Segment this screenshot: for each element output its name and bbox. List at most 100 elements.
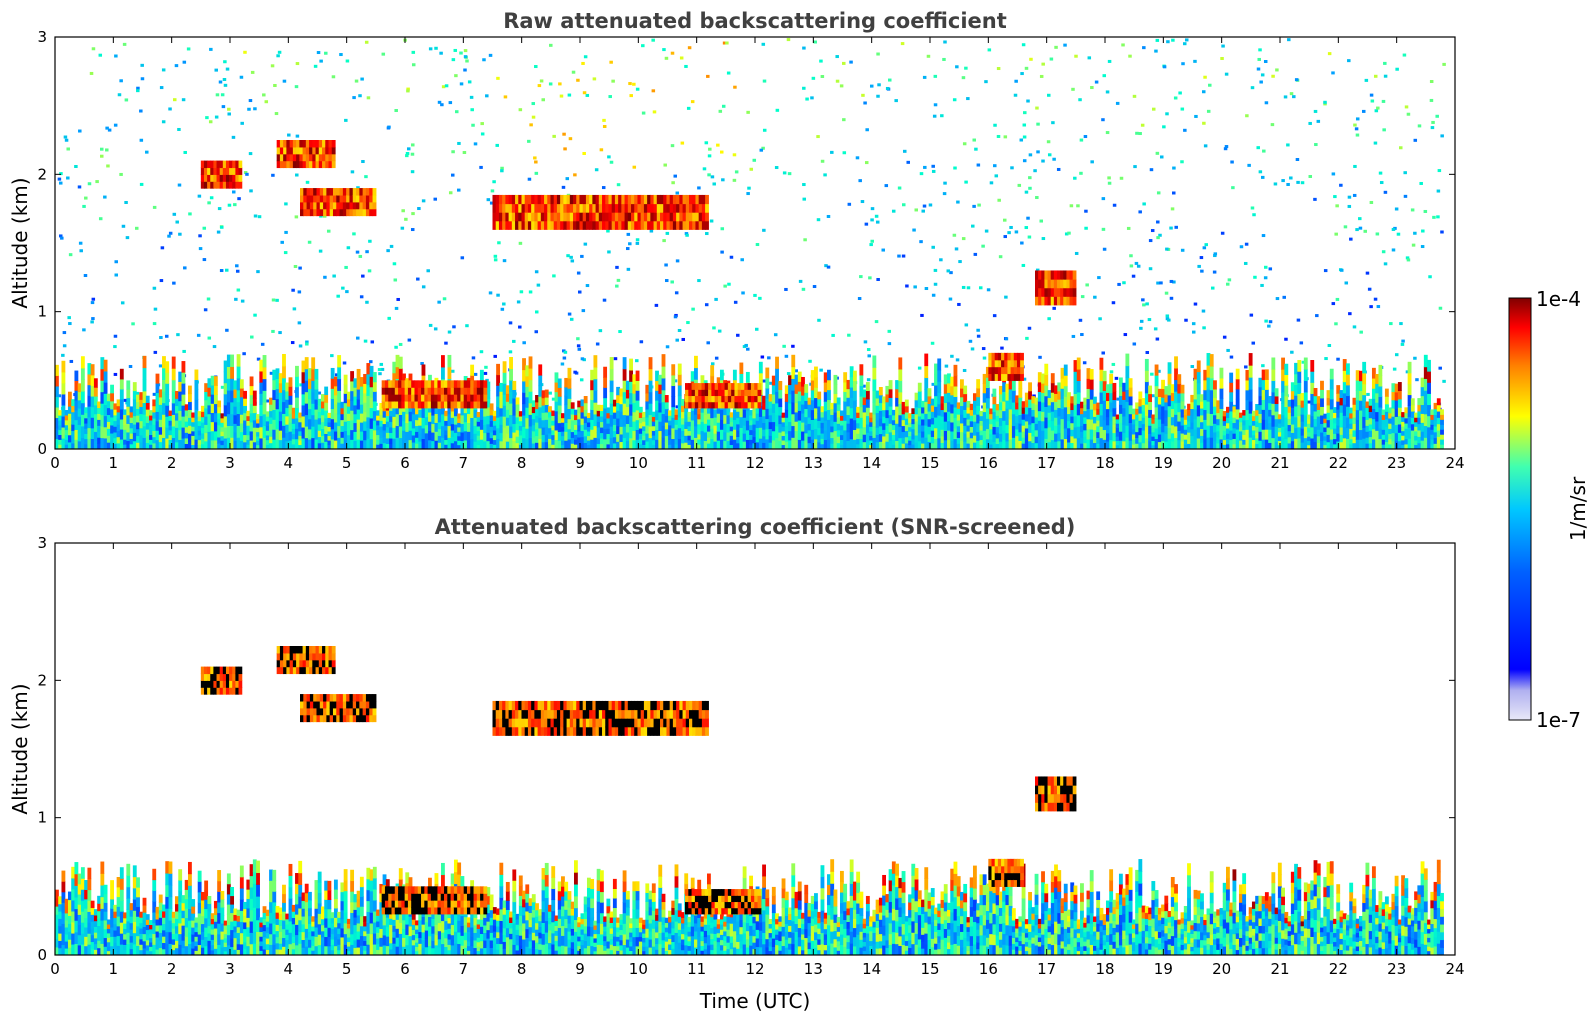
heat-cell-boundary-layer-aerosol — [74, 419, 79, 430]
heat-cell-boundary-layer-aerosol — [320, 400, 325, 409]
heat-cell-boundary-layer-aerosol — [278, 373, 283, 384]
heat-cell-boundary-layer-aerosol — [457, 413, 462, 419]
heat-cell-boundary-layer-aerosol — [700, 421, 705, 432]
heat-cell-boundary-layer-aerosol — [1229, 372, 1234, 383]
heat-cell-boundary-layer-aerosol — [1080, 431, 1084, 438]
heat-cell-boundary-layer-aerosol — [998, 441, 1003, 449]
heat-cell-noise — [217, 207, 222, 211]
heat-cell-noise — [1154, 49, 1158, 53]
heat-cell-boundary-layer-aerosol — [67, 441, 72, 449]
heat-cell-noise — [416, 277, 420, 281]
heat-cell-boundary-layer-aerosol — [1358, 429, 1363, 440]
heat-cell-noise — [248, 152, 253, 156]
heat-cell-boundary-layer-aerosol — [1209, 354, 1214, 367]
heat-cell-boundary-layer-aerosol — [518, 420, 523, 426]
heat-cell-boundary-layer-aerosol — [343, 421, 348, 432]
heat-cell-boundary-layer-aerosol — [304, 380, 309, 393]
heat-cell-boundary-layer-aerosol — [1362, 427, 1367, 439]
heat-cell-boundary-layer-aerosol — [441, 425, 445, 438]
heat-cell-cloud — [219, 174, 224, 182]
heat-cell-boundary-layer-aerosol — [136, 421, 140, 430]
heat-cell-boundary-layer-aerosol — [765, 377, 770, 389]
heat-cell-noise — [1359, 330, 1363, 334]
heat-cell-boundary-layer-aerosol — [55, 396, 59, 408]
heat-cell-boundary-layer-aerosol — [71, 405, 76, 413]
heat-cell-noise — [386, 249, 390, 253]
heat-cell-boundary-layer-aerosol — [694, 355, 698, 369]
heat-cell-boundary-layer-aerosol — [1362, 383, 1367, 396]
heat-cell-noise — [1431, 120, 1435, 124]
heat-cell-boundary-layer-aerosol — [317, 436, 322, 444]
heat-cell-boundary-layer-aerosol — [230, 378, 235, 391]
heat-cell-boundary-layer-aerosol — [1089, 389, 1094, 400]
heat-cell-boundary-layer-aerosol — [726, 440, 731, 449]
heat-cell-boundary-layer-aerosol — [1154, 364, 1159, 376]
heat-cell-boundary-layer-aerosol — [100, 414, 105, 427]
heat-cell-boundary-layer-aerosol — [567, 428, 572, 440]
heat-cell-boundary-layer-aerosol — [1118, 377, 1123, 388]
heat-cell-boundary-layer-aerosol — [1148, 425, 1152, 434]
heat-cell-boundary-layer-aerosol — [55, 375, 59, 387]
heat-cell-boundary-layer-aerosol — [934, 416, 938, 429]
heat-cell-boundary-layer-aerosol — [995, 443, 1000, 449]
heat-cell-boundary-layer-aerosol — [1109, 383, 1114, 394]
heat-cell-boundary-layer-aerosol — [1060, 408, 1065, 420]
heat-cell-noise — [214, 115, 219, 119]
heat-cell-boundary-layer-aerosol — [1200, 442, 1204, 449]
heat-cell-noise — [1063, 43, 1067, 47]
heat-cell-boundary-layer-aerosol — [797, 400, 802, 411]
heat-cell-boundary-layer-aerosol — [61, 404, 66, 417]
heat-cell-boundary-layer-aerosol — [642, 439, 646, 445]
heat-cell-boundary-layer-aerosol — [1122, 424, 1127, 434]
heat-cell-boundary-layer-aerosol — [590, 399, 595, 411]
heat-cell-boundary-layer-aerosol — [1118, 395, 1123, 405]
heat-cell-boundary-layer-aerosol — [236, 437, 241, 449]
heat-cell-noise — [488, 291, 493, 295]
heat-cell-boundary-layer-aerosol — [1248, 425, 1253, 438]
heat-cell-boundary-layer-aerosol — [259, 359, 264, 372]
heat-cell-boundary-layer-aerosol — [956, 443, 961, 449]
heat-cell-boundary-layer-aerosol — [58, 439, 63, 445]
heat-cell-boundary-layer-aerosol — [1261, 439, 1266, 449]
heat-cell-boundary-layer-aerosol — [1329, 388, 1334, 400]
heat-cell-noise — [113, 334, 118, 338]
heat-cell-boundary-layer-aerosol — [113, 431, 118, 439]
heat-cell-boundary-layer-aerosol — [690, 410, 695, 421]
heat-cell-boundary-layer-aerosol — [1044, 363, 1049, 375]
heat-cell-noise — [518, 325, 522, 329]
heat-cell-boundary-layer-aerosol — [372, 391, 377, 402]
heat-cell-boundary-layer-aerosol — [269, 397, 273, 405]
heat-cell-boundary-layer-aerosol — [554, 391, 559, 402]
heat-cell-noise — [1353, 123, 1357, 127]
heat-cell-boundary-layer-aerosol — [794, 402, 799, 413]
heat-cell-boundary-layer-aerosol — [213, 439, 218, 449]
heat-cell-boundary-layer-aerosol — [590, 419, 595, 430]
heat-cell-noise — [835, 79, 840, 83]
heat-cell-noise — [635, 238, 640, 242]
heat-cell-boundary-layer-aerosol — [522, 380, 526, 393]
heat-cell-boundary-layer-aerosol — [1190, 415, 1195, 423]
heat-cell-boundary-layer-aerosol — [658, 411, 663, 422]
heat-cell-boundary-layer-aerosol — [123, 429, 127, 435]
heat-cell-noise — [1073, 176, 1077, 180]
heat-cell-cloud — [316, 194, 321, 203]
heat-cell-boundary-layer-aerosol — [350, 380, 355, 392]
heat-cell-noise — [966, 286, 971, 290]
heat-cell-noise — [68, 253, 73, 257]
heat-cell-boundary-layer-aerosol — [982, 392, 987, 403]
heat-cell-boundary-layer-aerosol — [1219, 418, 1224, 430]
heat-cell-cloud — [329, 208, 334, 217]
heat-cell-cloud — [213, 181, 218, 189]
heat-cell-noise — [1260, 283, 1264, 287]
heat-cell-noise — [820, 74, 825, 78]
heat-cell-noise — [63, 135, 68, 139]
heat-cell-boundary-layer-aerosol — [1414, 435, 1418, 441]
heat-cell-boundary-layer-aerosol — [213, 412, 218, 423]
heat-cell-boundary-layer-aerosol — [220, 440, 225, 446]
heat-cell-noise — [675, 259, 680, 263]
heat-cell-boundary-layer-aerosol — [755, 413, 760, 421]
heat-cell-boundary-layer-aerosol — [58, 419, 63, 426]
heat-cell-boundary-layer-aerosol — [87, 406, 92, 418]
heat-cell-noise — [1101, 118, 1105, 122]
heat-cell-noise — [202, 258, 207, 262]
